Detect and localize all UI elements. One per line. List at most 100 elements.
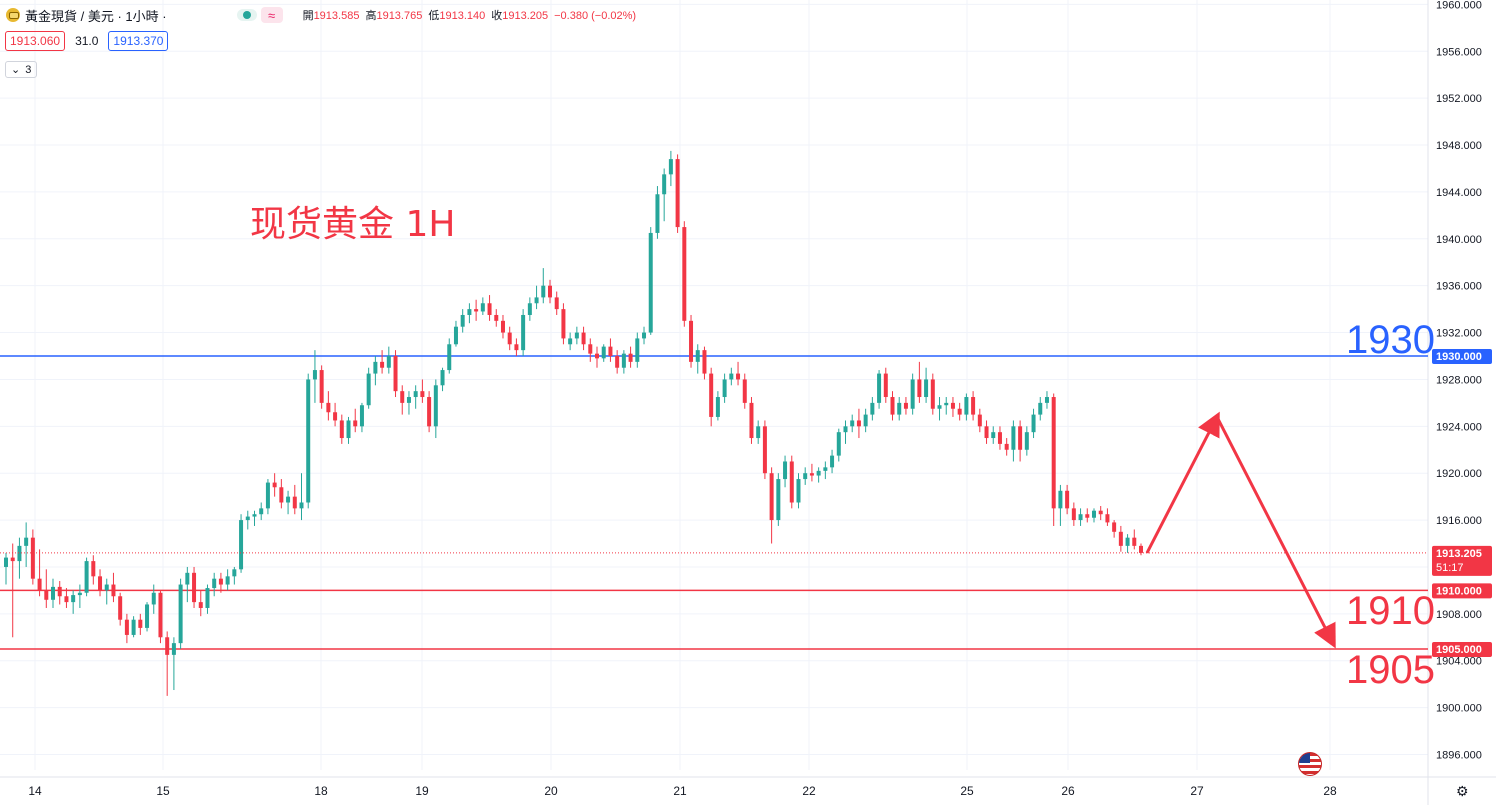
candle-body: [440, 370, 445, 386]
projection-arrow-up: [1145, 411, 1220, 554]
candle-body: [628, 353, 633, 362]
time-tick-label: 18: [314, 784, 328, 798]
candle-body: [118, 596, 123, 620]
candle-body: [561, 309, 566, 339]
close-label: 收: [491, 10, 503, 22]
candle-body: [715, 397, 720, 417]
time-tick-label: 14: [28, 784, 42, 798]
candle-body: [541, 285, 546, 298]
candle-body: [17, 545, 22, 562]
time-tick-label: 20: [544, 784, 558, 798]
candle-body: [359, 405, 364, 427]
candle-body: [353, 420, 358, 427]
candle-body: [897, 402, 902, 415]
chart-annotation-title: 现货黄金 1H: [250, 204, 456, 245]
price-tick-label: 1936.000: [1436, 281, 1482, 293]
price-tag-1905: 1905.000: [1436, 644, 1482, 656]
candle-body: [601, 346, 606, 359]
candle-body: [608, 346, 613, 356]
price-axis[interactable]: 1960.000 1956.000 1952.000 1948.000 1944.000…: [1432, 0, 1492, 761]
candle-body: [104, 584, 109, 591]
candle-body: [547, 285, 552, 298]
candle-body: [890, 397, 895, 415]
candle-body: [1051, 397, 1056, 509]
candle-body: [769, 473, 774, 521]
price-tick-label: 1916.000: [1436, 515, 1482, 527]
candle-body: [803, 473, 808, 480]
candle-body: [339, 420, 344, 439]
candle-body: [1071, 508, 1076, 521]
candle-body: [24, 537, 29, 546]
candle-body: [527, 303, 532, 315]
high-value: 1913.765: [376, 10, 423, 22]
projection-arrow: [1145, 411, 1336, 649]
candle-body: [877, 373, 882, 403]
candle-body: [722, 379, 727, 398]
candle-body: [1004, 443, 1009, 450]
time-tick-label: 26: [1061, 784, 1075, 798]
candle-body: [393, 356, 398, 392]
candle-body: [997, 432, 1002, 444]
candle-body: [635, 338, 640, 362]
price-tick-label: 1908.000: [1436, 609, 1482, 621]
candle-body: [991, 432, 996, 439]
candle-body: [843, 426, 848, 433]
us-flag-icon[interactable]: [1298, 752, 1322, 776]
level-label-1910: 1910: [1346, 589, 1435, 633]
candle-body: [366, 373, 371, 406]
candle-body: [1105, 514, 1110, 523]
candle-body: [830, 455, 835, 468]
candle-body: [823, 467, 828, 471]
candle-body: [279, 487, 284, 503]
candle-body: [386, 356, 391, 368]
indicator-count: 3: [25, 63, 32, 76]
candle-body: [615, 356, 620, 368]
time-axis[interactable]: 14 15 18 19 20 21 22 25 26 27 28: [28, 784, 1337, 798]
candle-body: [265, 482, 270, 509]
candle-body: [930, 379, 935, 409]
data-delay-icon[interactable]: ≈: [260, 7, 283, 23]
candle-body: [675, 159, 680, 228]
price-tick-label: 1904.000: [1436, 656, 1482, 668]
indicators-toggle[interactable]: ⌄ 3: [5, 61, 38, 78]
candle-body: [158, 592, 163, 638]
price-tag-1930: 1930.000: [1436, 351, 1482, 363]
candle-body: [111, 584, 116, 597]
candle-body: [756, 426, 761, 439]
buy-price-button[interactable]: 1913.370: [108, 31, 169, 51]
gear-icon[interactable]: ⚙: [1456, 783, 1469, 799]
candle-body: [64, 596, 69, 603]
candle-body: [964, 397, 969, 415]
sell-price-button[interactable]: 1913.060: [5, 31, 66, 51]
candle-body: [165, 637, 170, 655]
ohlc-readout: 開1913.585 高1913.765 低1913.140 收1913.205 −0.3…: [303, 7, 643, 23]
candle-body: [689, 320, 694, 362]
candle-body: [272, 482, 277, 488]
candle-body: [131, 619, 136, 635]
price-tick-label: 1948.000: [1436, 140, 1482, 152]
candle-body: [259, 508, 264, 515]
change-value: −0.380 (−0.02%): [554, 10, 637, 22]
candle-body: [1065, 490, 1070, 509]
candle-body: [1085, 514, 1090, 518]
candle-body: [453, 326, 458, 345]
candle-body: [568, 338, 573, 345]
candle-body: [205, 588, 210, 608]
candle-body: [192, 572, 197, 603]
symbol-title[interactable]: 黃金現貨 / 美元 · 1小時 ·: [25, 8, 167, 24]
candle-body: [1132, 537, 1137, 546]
candle-body: [950, 402, 955, 409]
open-value: 1913.585: [313, 10, 360, 22]
market-open-status[interactable]: [236, 9, 257, 21]
candle-body: [1018, 426, 1023, 450]
candle-body: [1011, 426, 1016, 450]
price-tag-1930-bg: [1432, 349, 1492, 364]
candle-body: [1112, 522, 1117, 532]
candle-body: [500, 320, 505, 333]
market-status-dot-icon: [242, 11, 251, 19]
candle-body: [480, 303, 485, 312]
candle-body: [910, 379, 915, 409]
low-label: 低: [428, 10, 440, 22]
candle-body: [1038, 402, 1043, 415]
